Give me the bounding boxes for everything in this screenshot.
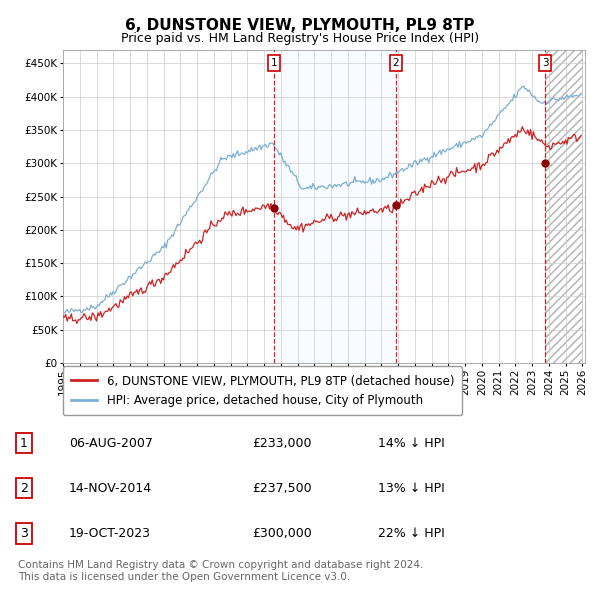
Bar [274,50,396,363]
Text: 2: 2 [20,481,28,494]
Text: 14-NOV-2014: 14-NOV-2014 [69,481,152,494]
Text: 3: 3 [542,58,548,68]
Text: Contains HM Land Registry data © Crown copyright and database right 2024.
This d: Contains HM Land Registry data © Crown c… [18,560,424,582]
Legend: 6, DUNSTONE VIEW, PLYMOUTH, PL9 8TP (detached house), HPI: Average price, detach: 6, DUNSTONE VIEW, PLYMOUTH, PL9 8TP (det… [63,366,463,415]
Text: 6, DUNSTONE VIEW, PLYMOUTH, PL9 8TP: 6, DUNSTONE VIEW, PLYMOUTH, PL9 8TP [125,18,475,32]
Text: £237,500: £237,500 [252,481,311,494]
Text: 19-OCT-2023: 19-OCT-2023 [69,527,151,540]
Text: 2: 2 [392,58,399,68]
Text: 06-AUG-2007: 06-AUG-2007 [69,437,153,450]
Text: 3: 3 [20,527,28,540]
Text: 1: 1 [271,58,277,68]
Text: 14% ↓ HPI: 14% ↓ HPI [378,437,445,450]
Text: 13% ↓ HPI: 13% ↓ HPI [378,481,445,494]
Text: 1: 1 [20,437,28,450]
Text: £233,000: £233,000 [252,437,311,450]
Text: 22% ↓ HPI: 22% ↓ HPI [378,527,445,540]
Text: £300,000: £300,000 [252,527,312,540]
Bar [545,50,582,363]
Text: Price paid vs. HM Land Registry's House Price Index (HPI): Price paid vs. HM Land Registry's House … [121,32,479,45]
